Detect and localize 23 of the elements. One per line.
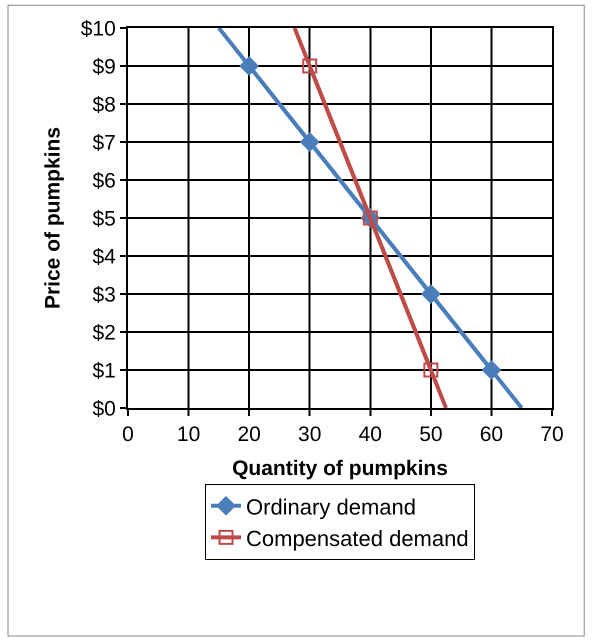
x-tick-label: 20 — [237, 423, 261, 446]
y-tick-label: $5 — [92, 207, 116, 230]
y-tick-label: $1 — [92, 359, 116, 382]
x-tick-label: 10 — [176, 423, 200, 446]
y-tick-label: $3 — [92, 283, 116, 306]
x-tick-label: 0 — [122, 423, 134, 446]
y-tick-label: $0 — [92, 397, 116, 420]
y-tick-label: $8 — [92, 93, 116, 116]
x-axis-title: Quantity of pumpkins — [232, 456, 448, 480]
y-axis-title: Price of pumpkins — [41, 126, 64, 310]
x-tick-label: 30 — [298, 423, 322, 446]
y-tick-label: $4 — [92, 245, 116, 268]
y-tick-label: $7 — [92, 131, 116, 154]
y-tick-label: $10 — [80, 17, 116, 40]
x-tick-label: 50 — [419, 423, 443, 446]
x-tick-label: 60 — [480, 423, 504, 446]
legend-label: Ordinary demand — [246, 494, 416, 520]
x-tick-label: 40 — [358, 423, 382, 446]
y-tick-label: $9 — [92, 55, 116, 78]
x-tick-label: 70 — [540, 423, 564, 446]
legend-label: Compensated demand — [246, 526, 469, 551]
y-tick-label: $6 — [92, 169, 116, 192]
y-tick-label: $2 — [92, 321, 116, 344]
